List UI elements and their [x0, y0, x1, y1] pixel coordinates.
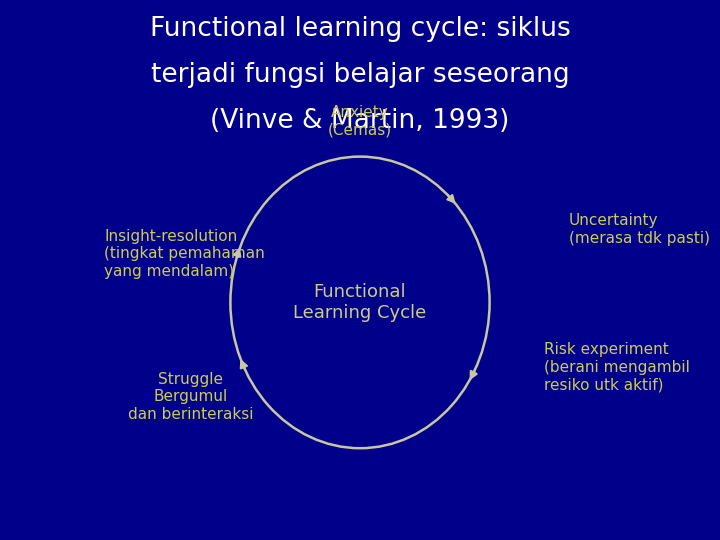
Text: Functional learning cycle: siklus: Functional learning cycle: siklus [150, 16, 570, 42]
Text: (Vinve & Martin, 1993): (Vinve & Martin, 1993) [210, 108, 510, 134]
Text: Functional
Learning Cycle: Functional Learning Cycle [293, 283, 427, 322]
Text: Struggle
Bergumul
dan berinteraksi: Struggle Bergumul dan berinteraksi [128, 372, 253, 422]
Text: Risk experiment
(berani mengambil
resiko utk aktif): Risk experiment (berani mengambil resiko… [544, 342, 690, 392]
Text: Anxiety
(Cemas): Anxiety (Cemas) [328, 105, 392, 138]
Text: terjadi fungsi belajar seseorang: terjadi fungsi belajar seseorang [150, 62, 570, 88]
Text: Uncertainty
(merasa tdk pasti): Uncertainty (merasa tdk pasti) [569, 213, 710, 246]
Text: Insight-resolution
(tingkat pemahaman
yang mendalam): Insight-resolution (tingkat pemahaman ya… [104, 229, 265, 279]
